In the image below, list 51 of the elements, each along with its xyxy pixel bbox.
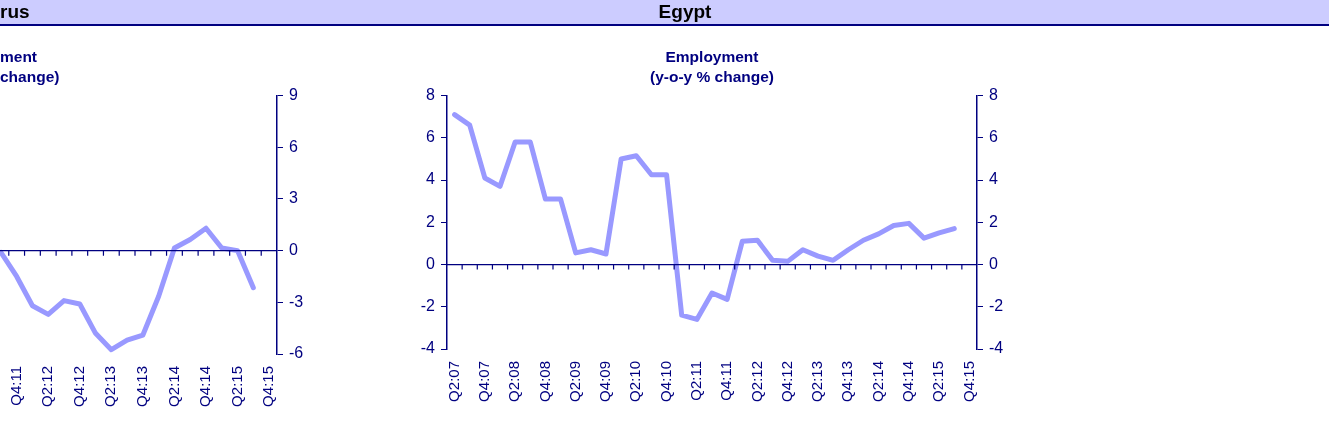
x-tick-label: Q2:12 <box>747 361 765 402</box>
x-tick-label: Q4:15 <box>959 361 977 402</box>
y2-tick-label: 6 <box>989 128 998 146</box>
y2-tick-label: -2 <box>989 297 1004 315</box>
x-tick-label: Q2:13 <box>101 366 119 407</box>
x-tick-label: Q2:13 <box>808 361 826 402</box>
x-tick-label: Q2:15 <box>227 366 245 407</box>
y-tick-label: 2 <box>426 212 436 230</box>
y-tick-label: 0 <box>426 254 436 272</box>
x-tick-label: Q2:09 <box>565 361 583 402</box>
x-tick-label: Q2:15 <box>929 361 947 402</box>
y2-tick-label: -4 <box>989 339 1004 357</box>
x-tick-label: Q2:14 <box>868 361 886 402</box>
y2-tick-label: 4 <box>989 170 998 188</box>
y-tick-label: 9 <box>289 86 298 104</box>
x-tick-label: Q4:09 <box>596 361 614 402</box>
x-tick-label: Q4:14 <box>196 366 214 407</box>
chart-title: Egypt <box>657 1 713 23</box>
x-tick-label: Q4:14 <box>899 361 916 402</box>
x-tick-label: Q4:13 <box>133 366 151 407</box>
y-tick-label: -3 <box>289 292 304 310</box>
chart-title: rus <box>0 1 31 23</box>
y-tick-label: 3 <box>289 189 298 207</box>
chart-subtitle: Employment (y-o-y % change) <box>649 47 775 87</box>
x-tick-label: Q4:08 <box>535 361 553 402</box>
x-tick-label: Q2:14 <box>164 366 182 407</box>
y-tick-label: -6 <box>289 344 304 362</box>
y2-tick-label: 8 <box>989 86 998 104</box>
y-tick-label: 6 <box>426 128 436 146</box>
x-tick-label: Q4:07 <box>475 361 492 402</box>
x-tick-label: Q4:11 <box>6 366 24 406</box>
x-tick-label: Q2:07 <box>444 361 462 402</box>
x-tick-label: Q4:12 <box>69 366 87 407</box>
x-tick-label: Q4:10 <box>656 361 674 402</box>
x-tick-label: Q2:10 <box>626 361 644 402</box>
y2-tick-label: 2 <box>989 212 998 230</box>
y-tick-label: 0 <box>289 241 298 259</box>
y-tick-label: -4 <box>420 339 436 357</box>
y-tick-label: 8 <box>426 86 436 104</box>
x-tick-label: Q2:08 <box>505 361 523 402</box>
y-tick-label: 4 <box>426 170 436 188</box>
y-tick-label: -2 <box>420 297 436 315</box>
x-tick-label: Q4:15 <box>259 366 277 407</box>
x-tick-label: Q4:12 <box>777 361 795 402</box>
y2-tick-label: 0 <box>989 254 998 272</box>
chart-subtitle: ment change) <box>0 47 61 87</box>
x-tick-label: Q4:13 <box>838 361 856 402</box>
y-tick-label: 6 <box>289 137 298 155</box>
x-tick-label: Q2:11 <box>687 361 704 401</box>
x-tick-label: Q4:11 <box>717 361 735 401</box>
x-tick-label: Q2:12 <box>38 366 56 407</box>
